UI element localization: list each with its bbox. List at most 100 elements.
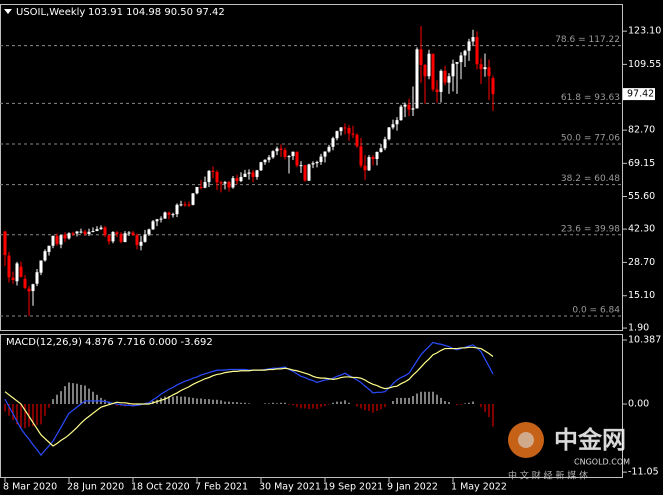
candle-body xyxy=(27,288,31,292)
fib-label: 23.6 = 39.98 xyxy=(561,224,620,234)
macd-tick-label: 0.00 xyxy=(628,399,649,410)
y-tick-label: 1.90 xyxy=(628,323,649,334)
candle-body xyxy=(279,148,283,150)
candle-body xyxy=(467,41,471,51)
y-tick-label: 109.55 xyxy=(628,59,661,70)
candle-body xyxy=(19,266,23,277)
candle-body xyxy=(143,234,147,242)
y-tick-label: 28.70 xyxy=(628,257,655,268)
candle-body xyxy=(15,263,19,282)
candle-body xyxy=(399,106,403,121)
signal-line xyxy=(4,346,494,447)
candle-body xyxy=(331,138,335,147)
candle-body xyxy=(339,127,343,132)
candle-body xyxy=(327,146,331,152)
x-tick-label: 9 Jan 2022 xyxy=(387,482,438,493)
price-box xyxy=(623,88,655,101)
candle-body xyxy=(23,278,27,288)
y-tick-label: 15.10 xyxy=(628,290,655,301)
fib-label: 50.0 = 77.06 xyxy=(561,133,620,143)
candle-body xyxy=(303,165,307,181)
macd-tick-label: -11.05 xyxy=(628,467,659,478)
candle-body xyxy=(55,235,59,244)
candle-body xyxy=(371,157,375,160)
candle-body xyxy=(335,131,339,139)
candle-body xyxy=(463,50,467,56)
fib-label: 61.8 = 93.63 xyxy=(561,93,620,103)
watermark-slogan: 中 文 财 经 新 媒 体 xyxy=(508,470,588,482)
x-tick-label: 18 Oct 2020 xyxy=(131,482,190,493)
macd-panel xyxy=(0,334,623,478)
watermark: 中金网 CNGOLD.COM 中 文 财 经 新 媒 体 xyxy=(508,422,630,482)
candle-body xyxy=(195,186,199,194)
candle-body xyxy=(207,170,211,183)
candle-body xyxy=(71,233,75,235)
candle-body xyxy=(315,161,319,164)
candle-body xyxy=(191,193,195,205)
candle-body xyxy=(39,260,43,273)
candle-body xyxy=(391,124,395,128)
candle-body xyxy=(187,204,191,206)
candle-body xyxy=(355,134,359,147)
watermark-site: CNGOLD.COM xyxy=(574,458,630,467)
candle-body xyxy=(375,151,379,160)
candle-body xyxy=(291,151,295,157)
x-tick-label: 30 May 2021 xyxy=(259,482,321,493)
candle-body xyxy=(75,231,79,234)
ohlc: 103.91 104.98 90.50 97.42 xyxy=(88,7,225,18)
candle-body xyxy=(107,235,111,242)
macd-tick-label: 10.387 xyxy=(628,335,661,346)
candle-body xyxy=(447,76,451,83)
candle-body xyxy=(247,172,251,174)
candle-body xyxy=(51,235,55,246)
candle-body xyxy=(3,231,7,256)
candle-body xyxy=(283,149,287,157)
candle-body xyxy=(79,231,83,233)
candle-body xyxy=(491,78,495,95)
candle-body xyxy=(203,182,207,188)
candle-body xyxy=(199,186,203,188)
candle-body xyxy=(179,204,183,206)
candle-body xyxy=(11,277,15,281)
candle-body xyxy=(363,165,367,171)
y-tick-label: 42.30 xyxy=(628,224,655,235)
candle-body xyxy=(131,232,135,235)
candle-body xyxy=(127,232,131,234)
price-panel xyxy=(0,4,623,331)
y-tick-label: 55.60 xyxy=(628,191,655,202)
candle-body xyxy=(171,214,175,216)
candle-body xyxy=(483,67,487,70)
candle-body xyxy=(299,165,303,167)
candle-body xyxy=(231,178,235,188)
candle-body xyxy=(147,229,151,235)
candle-body xyxy=(239,176,243,182)
candle-body xyxy=(219,182,223,184)
candle-body xyxy=(167,212,171,215)
candle-body xyxy=(323,151,327,157)
candle-body xyxy=(87,231,91,235)
candle-body xyxy=(307,164,311,181)
candle-body xyxy=(359,146,363,166)
candle-body xyxy=(43,251,47,261)
candle-body xyxy=(407,104,411,110)
candle-body xyxy=(111,232,115,242)
marks: 123.10 109.55 82.70 69.15 55.60 42.30 28.70 15.… xyxy=(0,26,661,493)
candle-body xyxy=(311,163,315,165)
candle-body xyxy=(163,212,167,219)
candle-body xyxy=(455,62,459,64)
macd-line xyxy=(4,341,494,457)
x-tick-label: 28 Jun 2020 xyxy=(67,482,124,493)
candle-body xyxy=(183,204,187,206)
candle-body xyxy=(427,53,431,77)
candle-body xyxy=(259,162,263,171)
candle-body xyxy=(443,70,447,83)
candle-body xyxy=(135,234,139,246)
candle-body xyxy=(35,272,39,284)
candle-body xyxy=(415,49,419,109)
menu-arrow xyxy=(4,9,12,14)
candle-body xyxy=(91,231,95,233)
candle-body xyxy=(115,232,119,235)
